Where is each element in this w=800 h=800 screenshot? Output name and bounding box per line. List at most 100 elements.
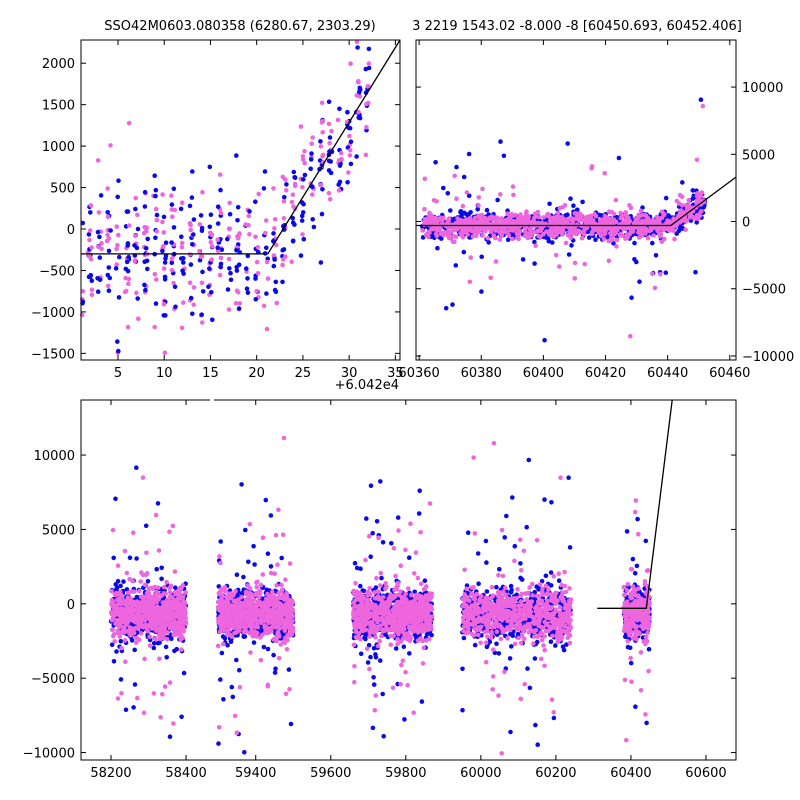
scatter-point <box>115 339 120 344</box>
scatter-point <box>265 618 270 624</box>
scatter-point <box>89 278 95 284</box>
scatter-point <box>569 243 574 248</box>
scatter-point <box>149 603 155 608</box>
scatter-point <box>554 227 560 232</box>
scatter-point <box>254 584 260 590</box>
scatter-point <box>191 302 196 308</box>
scatter-point <box>588 213 594 219</box>
scatter-point <box>348 161 354 167</box>
scatter-point <box>182 610 188 615</box>
scatter-point <box>136 316 141 322</box>
scatter-point <box>565 141 570 146</box>
scatter-point <box>261 609 266 614</box>
scatter-point <box>142 282 147 288</box>
scatter-point <box>145 629 151 634</box>
scatter-point <box>464 212 470 217</box>
scatter-point <box>118 677 124 682</box>
scatter-point <box>86 232 92 237</box>
scatter-point <box>426 229 432 235</box>
scatter-point <box>105 210 110 215</box>
scatter-point <box>505 229 510 235</box>
scatter-point <box>559 214 565 220</box>
scatter-point <box>522 214 528 220</box>
scatter-point <box>153 636 158 642</box>
scatter-point <box>110 527 116 533</box>
scatter-point <box>153 301 159 306</box>
scatter-point <box>302 172 308 178</box>
scatter-point <box>300 232 305 237</box>
scatter-point <box>171 280 176 286</box>
scatter-point <box>650 271 655 277</box>
scatter-point <box>577 211 582 216</box>
scatter-point <box>160 244 166 250</box>
scatter-point <box>271 186 276 191</box>
scatter-point <box>663 270 669 276</box>
scatter-point <box>498 192 503 197</box>
scatter-point <box>347 153 353 158</box>
scatter-point <box>679 203 685 208</box>
scatter-point <box>200 269 205 275</box>
scatter-point <box>613 219 619 225</box>
scatter-point <box>258 657 264 663</box>
scatter-point <box>114 262 119 267</box>
scatter-point <box>132 682 138 687</box>
scatter-point <box>181 260 186 265</box>
scatter-point <box>262 601 268 606</box>
scatter-point <box>163 599 168 605</box>
scatter-point <box>245 601 250 606</box>
scatter-point <box>181 670 187 676</box>
scatter-point <box>197 248 202 254</box>
scatter-point <box>181 300 186 305</box>
scatter-point <box>127 576 132 582</box>
scatter-point <box>113 587 119 592</box>
scatter-point <box>237 667 242 673</box>
chart-title-right: 3 2219 1543.02 -8.000 -8 [60450.693, 604… <box>412 19 742 34</box>
x-tick-label: 60460 <box>709 366 750 381</box>
scatter-point <box>187 280 193 286</box>
scatter-point <box>257 599 263 605</box>
scatter-point <box>468 210 473 215</box>
scatter-point <box>497 237 503 242</box>
scatter-point <box>275 562 280 567</box>
scatter-point <box>690 188 696 193</box>
scatter-point <box>659 215 665 220</box>
scatter-point <box>113 582 119 587</box>
scatter-point <box>234 730 240 735</box>
y-tick-label: −5000 <box>742 283 786 298</box>
scatter-point <box>127 555 133 561</box>
scatter-point <box>479 254 485 260</box>
scatter-point <box>245 583 251 588</box>
scatter-point <box>235 204 241 210</box>
scatter-points-bottom <box>108 435 652 756</box>
scatter-point <box>167 619 173 625</box>
scatter-point <box>208 212 214 217</box>
scatter-point <box>267 600 273 605</box>
scatter-point <box>528 220 534 225</box>
scatter-point <box>435 245 440 251</box>
scatter-point <box>301 201 306 207</box>
scatter-point <box>179 647 184 652</box>
scatter-point <box>548 216 554 221</box>
scatter-point <box>138 579 143 584</box>
scatter-point <box>310 192 315 197</box>
scatter-point <box>161 584 167 590</box>
scatter-point <box>476 213 481 219</box>
scatter-point <box>551 222 556 228</box>
scatter-point <box>109 597 115 603</box>
scatter-point <box>209 257 214 262</box>
scatter-point <box>109 588 114 594</box>
scatter-point <box>160 192 165 197</box>
scatter-point <box>491 233 497 238</box>
scatter-point <box>652 285 658 291</box>
scatter-point <box>163 240 169 245</box>
scatter-point <box>310 135 316 140</box>
scatter-point <box>234 268 240 273</box>
scatter-point <box>247 631 253 636</box>
scatter-point <box>152 584 158 590</box>
scatter-points-top-right <box>420 97 708 343</box>
scatter-point <box>209 290 214 295</box>
scatter-point <box>543 235 549 240</box>
scatter-point <box>472 215 478 221</box>
scatter-point <box>97 255 103 260</box>
scatter-point <box>157 628 163 633</box>
